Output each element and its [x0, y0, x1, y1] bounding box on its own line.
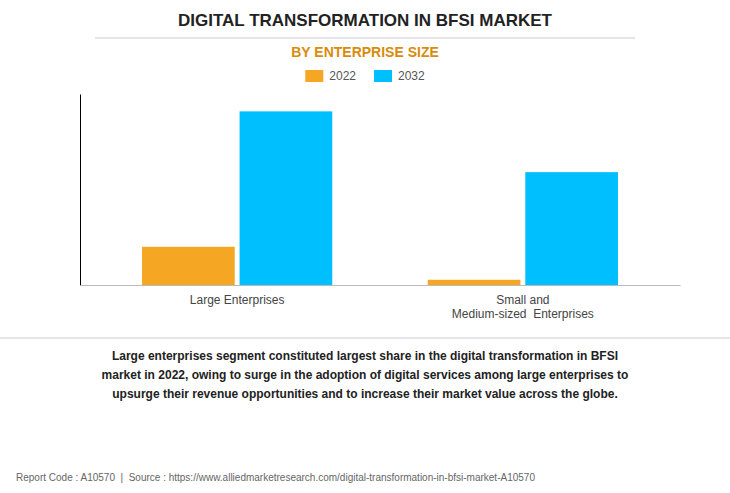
bar	[142, 247, 235, 285]
legend: 2022 2032	[305, 69, 425, 83]
bars	[142, 111, 618, 285]
x-axis-line	[81, 285, 681, 286]
title: DIGITAL TRANSFORMATION IN BFSI MARKET	[178, 11, 553, 30]
legend-label: 2032	[398, 69, 425, 83]
bar	[428, 280, 521, 285]
x-tick-label: Small andMedium-sized Enterprises	[452, 293, 594, 321]
x-tick: Small andMedium-sized Enterprises	[452, 293, 594, 321]
chart: DIGITAL TRANSFORMATION IN BFSI MARKET BY …	[0, 0, 730, 493]
title-separator	[95, 38, 635, 39]
legend-swatch	[305, 70, 323, 82]
x-axis: Large Enterprises Small andMedium-sized E…	[81, 286, 681, 321]
y-axis	[80, 95, 81, 286]
bar	[525, 172, 618, 285]
legend-item: 2032	[374, 69, 425, 83]
legend-item: 2022	[305, 69, 356, 83]
bar	[240, 111, 333, 285]
x-tick-label-line: Large Enterprises	[190, 293, 285, 307]
y-axis-line	[80, 95, 81, 286]
legend-label: 2022	[329, 69, 356, 83]
footer: Report Code : A10570 | Source : https://…	[16, 472, 535, 483]
annotation-separator	[0, 338, 730, 339]
x-tick-label: Large Enterprises	[190, 293, 285, 307]
x-tick-label-line: Small and	[496, 293, 549, 307]
x-tick: Large Enterprises	[190, 293, 285, 307]
annotation-line: Large enterprises segment constituted la…	[112, 349, 618, 363]
legend-swatch	[374, 70, 392, 82]
annotation: Large enterprises segment constituted la…	[102, 349, 629, 401]
annotation-line: market in 2022, owing to surge in the ad…	[102, 368, 629, 382]
bar-series	[240, 111, 618, 285]
subtitle: BY ENTERPRISE SIZE	[291, 44, 439, 60]
x-tick-label-line: Medium-sized Enterprises	[452, 307, 594, 321]
annotation-line: upsurge their revenue opportunities and …	[112, 387, 617, 401]
